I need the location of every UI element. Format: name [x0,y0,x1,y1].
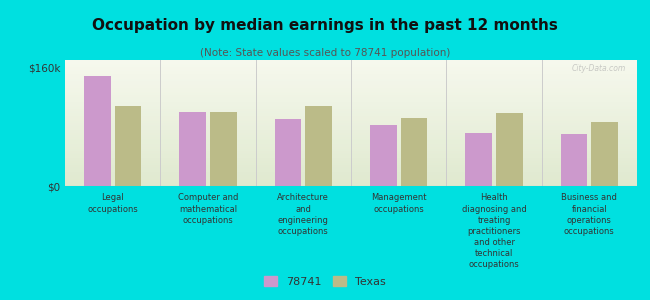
Bar [496,113,523,186]
Bar [84,76,111,186]
Bar [561,134,588,186]
Bar [210,112,237,186]
Bar [114,106,141,186]
Bar [275,119,302,186]
Text: City-Data.com: City-Data.com [571,64,625,73]
Bar [370,125,396,186]
Bar [400,118,427,186]
Bar [179,112,206,186]
Legend: 78741, Texas: 78741, Texas [259,272,391,291]
Bar [306,106,332,186]
Bar [465,133,492,186]
Text: (Note: State values scaled to 78741 population): (Note: State values scaled to 78741 popu… [200,48,450,58]
Text: Legal
occupations: Legal occupations [87,194,138,214]
Text: Management
occupations: Management occupations [371,194,426,214]
Text: Architecture
and
engineering
occupations: Architecture and engineering occupations [278,194,330,236]
Text: Health
diagnosing and
treating
practitioners
and other
technical
occupations: Health diagnosing and treating practitio… [462,194,526,269]
Bar [592,122,618,186]
Text: Business and
financial
operations
occupations: Business and financial operations occupa… [562,194,618,236]
Text: Computer and
mathematical
occupations: Computer and mathematical occupations [178,194,238,225]
Text: Occupation by median earnings in the past 12 months: Occupation by median earnings in the pas… [92,18,558,33]
